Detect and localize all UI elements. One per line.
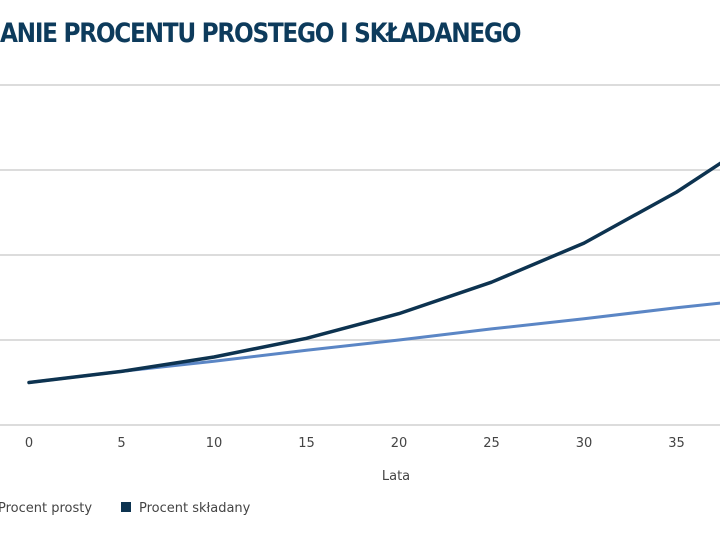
series-line-2 — [27, 161, 720, 385]
grid-lines — [0, 84, 720, 426]
legend: Procent prosty Procent składany — [0, 501, 251, 516]
legend-item-2: Procent składany — [121, 501, 251, 516]
x-tick-label: 15 — [298, 436, 315, 451]
x-tick-label: 35 — [668, 436, 685, 451]
x-tick-label: 30 — [576, 436, 593, 451]
x-tick-label: 25 — [483, 436, 500, 451]
chart-title: ANIE PROCENTU PROSTEGO I SKŁADANEGO — [0, 18, 521, 49]
x-tick-label: 20 — [391, 436, 408, 451]
legend-label: Procent prosty — [0, 501, 92, 516]
series-lines — [27, 161, 720, 385]
x-axis-label: Lata — [382, 469, 410, 484]
x-tick-labels: 0 5 10 15 20 25 30 35 — [25, 436, 685, 451]
legend-item-1: Procent prosty — [0, 501, 92, 516]
legend-label: Procent składany — [139, 501, 251, 516]
x-tick-label: 10 — [206, 436, 223, 451]
x-tick-label: 0 — [25, 436, 33, 451]
legend-swatch — [121, 502, 131, 512]
x-tick-label: 5 — [117, 436, 125, 451]
